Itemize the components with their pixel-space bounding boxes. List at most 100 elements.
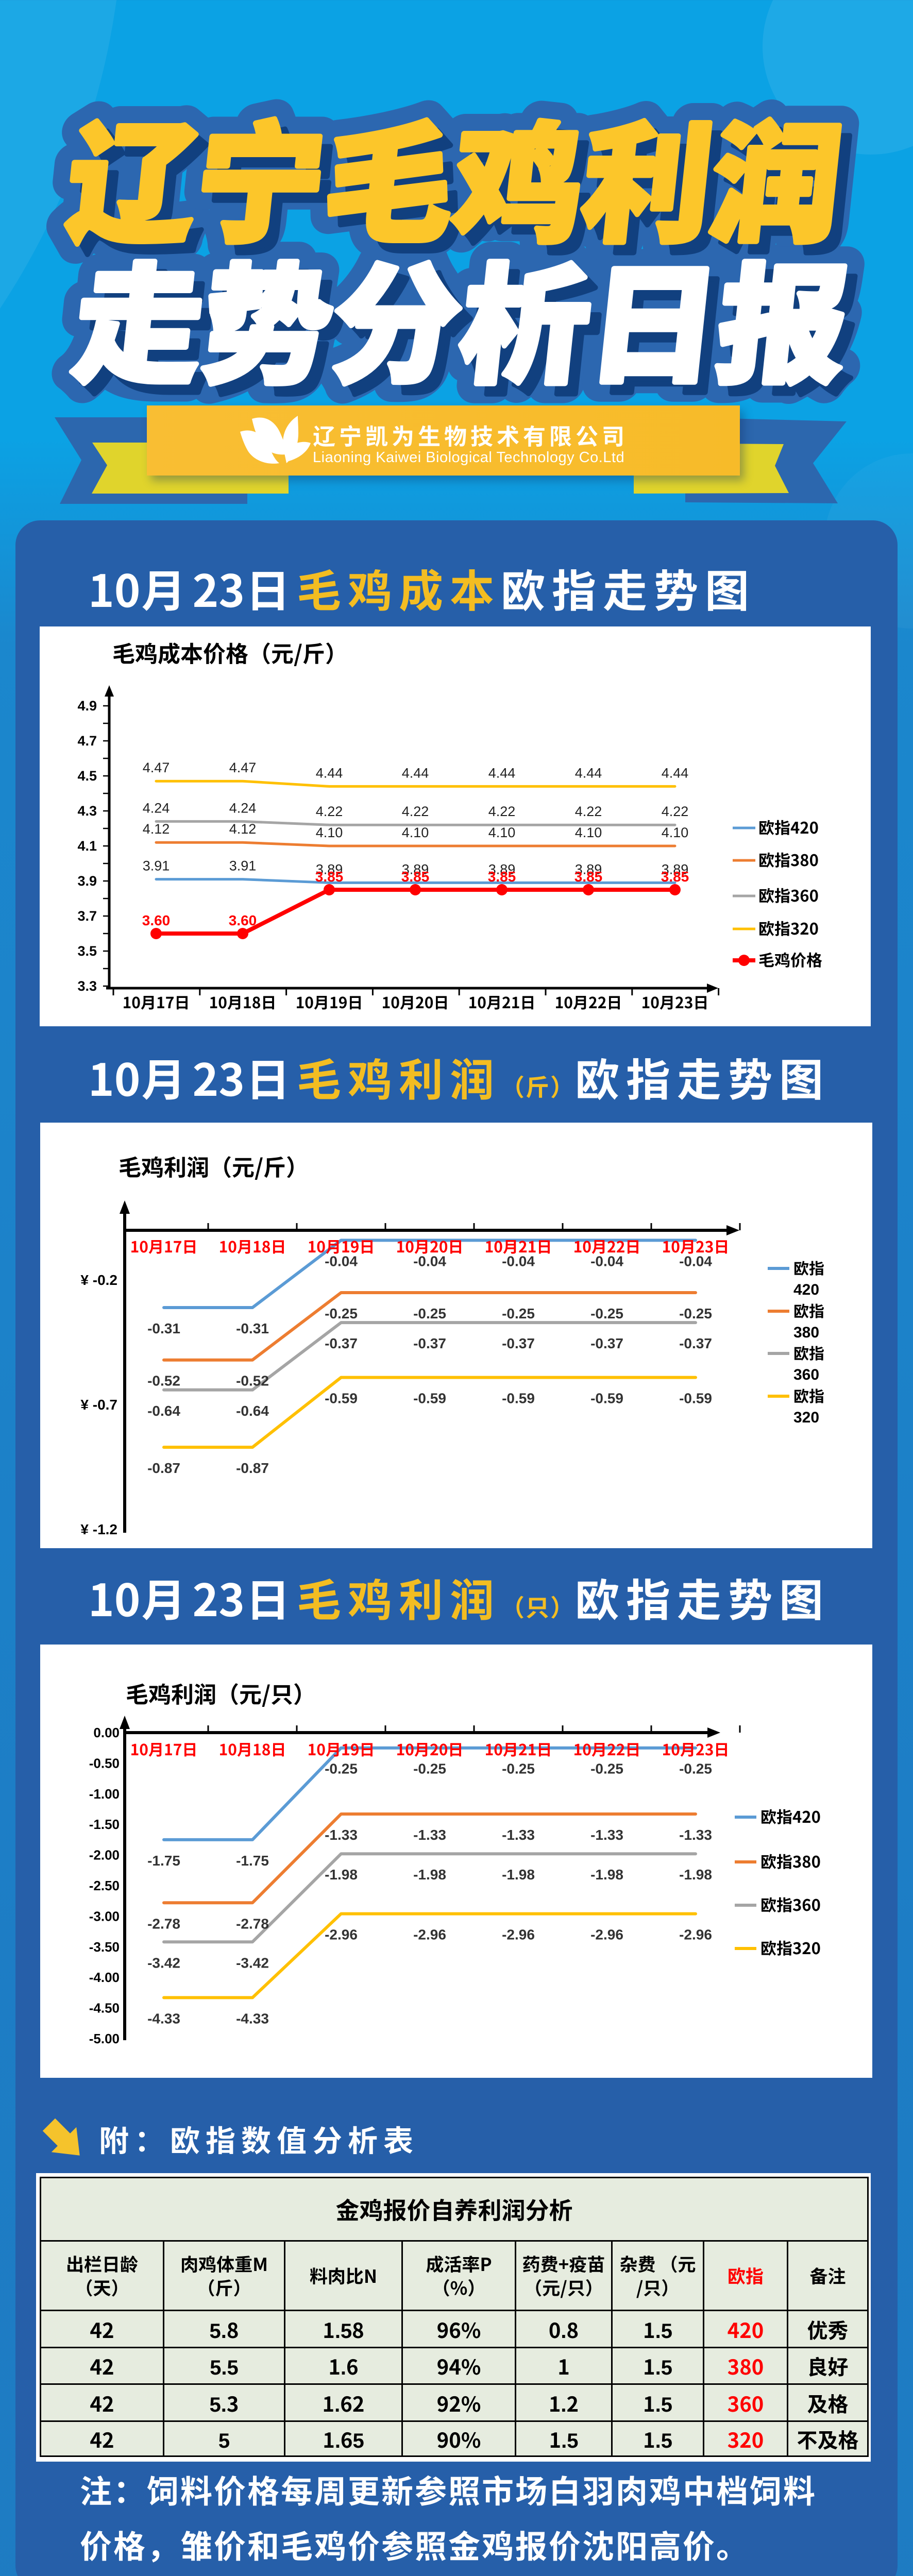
- svg-text:-0.04: -0.04: [679, 1253, 712, 1269]
- svg-text:4.44: 4.44: [575, 765, 602, 781]
- svg-text:4.22: 4.22: [575, 804, 602, 819]
- svg-text:4.5: 4.5: [77, 768, 97, 784]
- svg-text:-1.50: -1.50: [89, 1817, 120, 1832]
- svg-text:-1.75: -1.75: [147, 1853, 180, 1869]
- svg-text:-0.25: -0.25: [413, 1306, 446, 1321]
- svg-text:-0.59: -0.59: [679, 1391, 712, 1406]
- svg-text:-0.64: -0.64: [236, 1403, 269, 1419]
- svg-text:4.47: 4.47: [229, 760, 257, 775]
- svg-text:-0.59: -0.59: [502, 1391, 535, 1406]
- svg-text:-0.25: -0.25: [590, 1306, 623, 1321]
- svg-text:10月22日: 10月22日: [573, 1234, 641, 1257]
- svg-text:10月22日: 10月22日: [573, 1737, 641, 1760]
- svg-text:380: 380: [793, 1324, 819, 1341]
- svg-text:-1.98: -1.98: [325, 1867, 358, 1883]
- svg-text:10月23日: 10月23日: [662, 1234, 730, 1257]
- svg-text:10月20日: 10月20日: [396, 1737, 464, 1760]
- svg-text:10月21日: 10月21日: [468, 990, 536, 1013]
- svg-text:走势分析日报: 走势分析日报: [66, 223, 858, 409]
- svg-text:-2.96: -2.96: [590, 1927, 623, 1943]
- svg-text:4.12: 4.12: [143, 821, 170, 837]
- svg-text:欧指360: 欧指360: [760, 1892, 821, 1916]
- svg-text:-0.59: -0.59: [413, 1391, 446, 1406]
- svg-text:-0.37: -0.37: [325, 1335, 358, 1351]
- svg-text:3.85: 3.85: [661, 869, 689, 885]
- svg-text:-0.87: -0.87: [147, 1460, 180, 1476]
- svg-text:-5.00: -5.00: [89, 2031, 120, 2046]
- svg-text:-0.25: -0.25: [590, 1761, 623, 1777]
- svg-text:4.12: 4.12: [229, 821, 257, 837]
- svg-text:-0.37: -0.37: [590, 1335, 623, 1351]
- svg-text:-2.50: -2.50: [89, 1878, 120, 1893]
- svg-text:4.22: 4.22: [662, 804, 689, 819]
- svg-text:毛鸡利润（元/斤）: 毛鸡利润（元/斤）: [119, 1149, 309, 1182]
- svg-text:-1.33: -1.33: [590, 1827, 623, 1843]
- svg-text:-0.25: -0.25: [502, 1761, 535, 1777]
- svg-text:-0.25: -0.25: [679, 1306, 712, 1321]
- svg-text:10月19日: 10月19日: [308, 1737, 375, 1760]
- svg-text:-2.96: -2.96: [325, 1927, 358, 1943]
- svg-text:辽宁毛鸡利润: 辽宁毛鸡利润: [59, 81, 851, 268]
- svg-text:-1.98: -1.98: [413, 1867, 446, 1883]
- svg-text:-0.25: -0.25: [413, 1761, 446, 1777]
- svg-text:¥ -0.7: ¥ -0.7: [80, 1397, 117, 1413]
- svg-text:欧指420: 欧指420: [758, 815, 819, 838]
- svg-text:欧指: 欧指: [793, 1299, 824, 1321]
- svg-text:10月17日: 10月17日: [130, 1737, 198, 1760]
- svg-text:4.10: 4.10: [488, 825, 516, 840]
- svg-text:4.24: 4.24: [143, 800, 170, 816]
- svg-text:-2.78: -2.78: [236, 1916, 269, 1931]
- svg-text:-1.33: -1.33: [325, 1827, 358, 1843]
- svg-text:-0.59: -0.59: [590, 1391, 623, 1406]
- svg-text:-1.75: -1.75: [236, 1853, 269, 1869]
- svg-text:-2.96: -2.96: [502, 1927, 535, 1943]
- svg-text:-0.64: -0.64: [147, 1403, 180, 1419]
- svg-text:毛鸡利润（元/只）: 毛鸡利润（元/只）: [126, 1676, 316, 1709]
- svg-text:3.3: 3.3: [77, 978, 97, 994]
- svg-text:360: 360: [793, 1366, 819, 1383]
- svg-text:-4.33: -4.33: [147, 2010, 180, 2026]
- svg-text:4.24: 4.24: [229, 800, 257, 816]
- svg-text:-3.42: -3.42: [147, 1955, 180, 1971]
- svg-text:10月23日: 10月23日: [641, 990, 709, 1013]
- svg-text:4.10: 4.10: [575, 825, 602, 840]
- svg-text:4.1: 4.1: [77, 838, 97, 854]
- svg-text:-0.87: -0.87: [236, 1460, 269, 1476]
- svg-text:4.22: 4.22: [488, 804, 516, 819]
- svg-text:-4.33: -4.33: [236, 2010, 269, 2026]
- svg-text:3.91: 3.91: [229, 858, 257, 874]
- svg-text:-0.37: -0.37: [679, 1335, 712, 1351]
- svg-text:4.44: 4.44: [488, 765, 516, 781]
- svg-text:欧指380: 欧指380: [760, 1849, 821, 1872]
- svg-text:¥ -0.2: ¥ -0.2: [80, 1272, 117, 1288]
- svg-text:10月20日: 10月20日: [382, 990, 449, 1013]
- svg-text:3.60: 3.60: [142, 912, 171, 928]
- svg-text:4.3: 4.3: [77, 803, 97, 819]
- svg-text:3.89: 3.89: [662, 861, 689, 877]
- svg-text:毛鸡成本价格（元/斤）: 毛鸡成本价格（元/斤）: [112, 636, 348, 669]
- svg-text:-0.25: -0.25: [502, 1306, 535, 1321]
- svg-text:3.85: 3.85: [488, 869, 516, 885]
- svg-text:10月23日: 10月23日: [662, 1737, 730, 1760]
- svg-text:-2.96: -2.96: [679, 1927, 712, 1943]
- svg-text:-3.50: -3.50: [89, 1939, 120, 1955]
- svg-text:-4.50: -4.50: [89, 2001, 120, 2016]
- svg-text:-0.50: -0.50: [89, 1755, 120, 1771]
- svg-text:-0.52: -0.52: [147, 1373, 180, 1389]
- svg-text:-1.98: -1.98: [679, 1867, 712, 1883]
- svg-text:4.47: 4.47: [143, 760, 170, 775]
- svg-text:欧指: 欧指: [793, 1384, 824, 1406]
- svg-text:0.00: 0.00: [93, 1725, 120, 1740]
- svg-text:¥ -1.2: ¥ -1.2: [80, 1521, 117, 1537]
- svg-text:-2.78: -2.78: [147, 1916, 180, 1931]
- svg-text:欧指: 欧指: [793, 1256, 824, 1279]
- svg-text:-1.33: -1.33: [679, 1827, 712, 1843]
- svg-text:-1.98: -1.98: [502, 1867, 535, 1883]
- svg-text:3.89: 3.89: [316, 861, 343, 877]
- svg-text:-0.04: -0.04: [413, 1253, 446, 1269]
- svg-text:欧指320: 欧指320: [758, 916, 819, 939]
- svg-text:4.44: 4.44: [316, 765, 343, 781]
- svg-text:辽宁毛鸡利润: 辽宁毛鸡利润: [69, 92, 861, 278]
- svg-text:欧指320: 欧指320: [760, 1936, 821, 1959]
- svg-text:-0.37: -0.37: [413, 1335, 446, 1351]
